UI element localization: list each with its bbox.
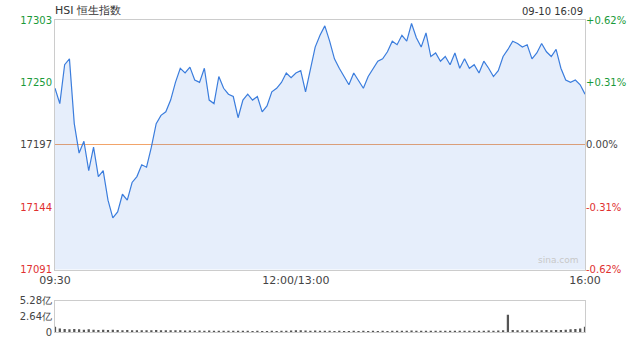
svg-text:17091: 17091 (20, 264, 52, 275)
svg-text:sina.com: sina.com (538, 255, 579, 265)
svg-text:17197: 17197 (20, 139, 52, 150)
svg-text:09-10 16:09: 09-10 16:09 (522, 6, 583, 17)
svg-text:17303: 17303 (20, 15, 52, 26)
svg-text:12:00/13:00: 12:00/13:00 (262, 274, 329, 287)
svg-text:-0.31%: -0.31% (586, 202, 621, 213)
svg-text:17144: 17144 (20, 202, 52, 213)
svg-text:09:30: 09:30 (39, 274, 71, 287)
svg-text:2.64亿: 2.64亿 (20, 311, 52, 322)
svg-text:16:00: 16:00 (569, 274, 601, 287)
svg-text:+0.62%: +0.62% (586, 15, 626, 26)
svg-text:5.28亿: 5.28亿 (20, 295, 52, 306)
svg-text:0.00%: 0.00% (586, 139, 618, 150)
svg-text:17250: 17250 (20, 77, 52, 88)
svg-text:-0.62%: -0.62% (586, 264, 621, 275)
svg-text:HSI 恒生指数: HSI 恒生指数 (55, 4, 121, 17)
svg-text:0: 0 (46, 327, 52, 338)
svg-text:+0.31%: +0.31% (586, 77, 626, 88)
